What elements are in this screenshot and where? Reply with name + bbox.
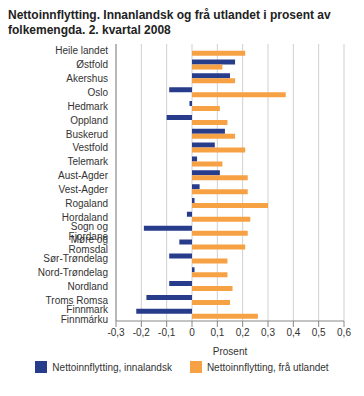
- svg-text:Sør-Trøndelag: Sør-Trøndelag: [43, 253, 108, 264]
- svg-text:0,6: 0,6: [337, 327, 351, 338]
- svg-text:Oslo: Oslo: [87, 87, 108, 98]
- svg-text:-0,1: -0,1: [158, 327, 176, 338]
- svg-text:0,4: 0,4: [286, 327, 300, 338]
- svg-text:0,2: 0,2: [236, 327, 250, 338]
- svg-text:Buskerud: Buskerud: [66, 129, 108, 140]
- svg-text:Heile landet: Heile landet: [55, 45, 108, 56]
- svg-text:Nordland: Nordland: [67, 281, 108, 292]
- svg-text:Telemark: Telemark: [67, 156, 109, 167]
- svg-text:-0,3: -0,3: [107, 327, 125, 338]
- svg-text:Vest-Agder: Vest-Agder: [59, 184, 109, 195]
- svg-text:0,1: 0,1: [210, 327, 224, 338]
- svg-text:FinnmarkFinnmárku: FinnmarkFinnmárku: [61, 304, 109, 325]
- svg-text:Nord-Trøndelag: Nord-Trøndelag: [38, 267, 108, 278]
- svg-text:Vestfold: Vestfold: [72, 142, 108, 153]
- svg-text:-0,2: -0,2: [133, 327, 151, 338]
- svg-text:Møre ogRomsdal: Møre ogRomsdal: [69, 234, 108, 255]
- svg-text:Aust-Agder: Aust-Agder: [58, 170, 109, 181]
- svg-text:0: 0: [189, 327, 195, 338]
- svg-text:Akershus: Akershus: [66, 73, 108, 84]
- svg-text:Oppland: Oppland: [70, 115, 108, 126]
- svg-text:0,5: 0,5: [312, 327, 326, 338]
- svg-text:0,3: 0,3: [261, 327, 275, 338]
- svg-text:Hedmark: Hedmark: [67, 101, 109, 112]
- svg-text:Rogaland: Rogaland: [65, 198, 108, 209]
- svg-text:Prosent: Prosent: [213, 346, 248, 357]
- svg-text:Østfold: Østfold: [76, 59, 108, 70]
